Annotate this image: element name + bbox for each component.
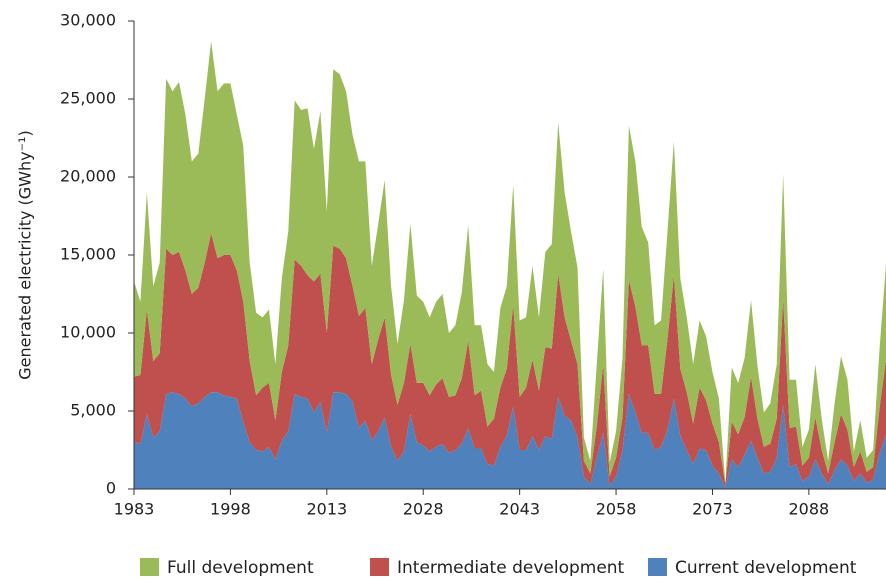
x-tick-label: 1998 (210, 500, 251, 519)
legend-swatch (140, 558, 159, 577)
x-tick-label: 2088 (789, 500, 830, 519)
x-tick-label: 2073 (692, 500, 733, 519)
area (134, 233, 886, 488)
legend-label: Intermediate development (397, 558, 625, 576)
legend-label: Full development (167, 558, 314, 576)
legend-swatch (648, 558, 667, 577)
x-tick-label: 2013 (306, 500, 347, 519)
area (134, 392, 886, 489)
y-tick-label: 25,000 (60, 89, 116, 108)
y-tick-label: 10,000 (60, 323, 116, 342)
x-tick-label: 1983 (114, 500, 155, 519)
legend-swatch (370, 558, 389, 577)
y-tick-label: 30,000 (60, 11, 116, 30)
x-tick-label: 2058 (596, 500, 637, 519)
y-tick-label: 0 (106, 479, 116, 498)
y-tick-label: 20,000 (60, 167, 116, 186)
area (134, 41, 886, 485)
y-tick-label: 15,000 (60, 245, 116, 264)
y-tick-label: 5,000 (70, 401, 116, 420)
legend-label: Current development (675, 558, 857, 576)
x-tick-label: 2043 (499, 500, 540, 519)
y-axis-label: Generated electricity (GWhy⁻¹) (16, 130, 35, 379)
x-tick-label: 2028 (403, 500, 444, 519)
